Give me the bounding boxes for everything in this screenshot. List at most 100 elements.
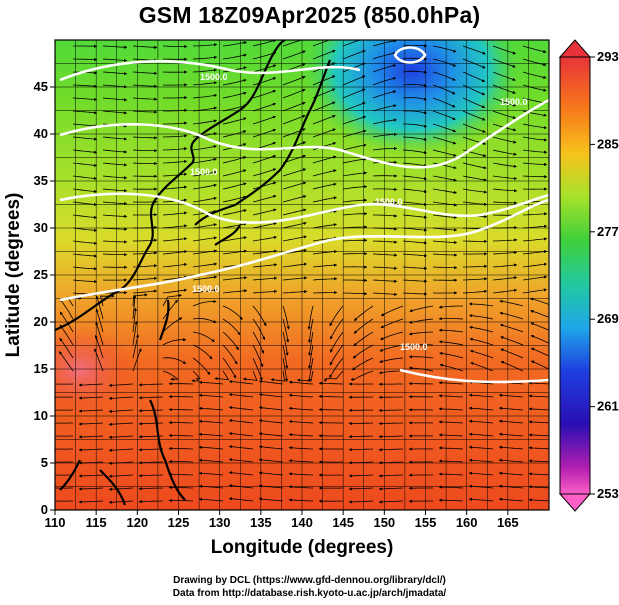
streamline — [108, 435, 134, 439]
colorbar-ticks: 293 285 277 269 261 253 — [590, 49, 619, 501]
streamline — [192, 275, 218, 281]
streamline — [59, 298, 74, 320]
streamline — [282, 235, 307, 242]
contour-label: 1500.0 — [500, 97, 528, 107]
streamline — [312, 263, 338, 268]
streamline — [522, 149, 548, 154]
streamline — [222, 318, 241, 336]
streamline — [198, 445, 224, 450]
streamline — [282, 75, 306, 86]
streamline — [108, 383, 134, 387]
contour-label: 1500.0 — [200, 72, 228, 82]
streamline — [222, 344, 238, 365]
streamline — [222, 209, 247, 216]
y-tick-label: 20 — [34, 314, 48, 329]
streamline — [348, 421, 374, 426]
streamline — [72, 240, 98, 245]
streamline — [378, 421, 404, 426]
lat-lon-grid — [55, 40, 549, 510]
streamline — [318, 381, 344, 385]
streamline — [162, 211, 188, 216]
streamline — [162, 262, 188, 268]
streamline — [94, 334, 104, 359]
streamline — [72, 162, 98, 167]
streamline — [432, 71, 456, 81]
streamline — [372, 292, 398, 296]
streamline — [258, 432, 284, 437]
colorbar-tick-label: 261 — [597, 399, 619, 414]
streamline — [530, 309, 549, 318]
streamline — [138, 474, 164, 478]
streamline — [162, 250, 188, 255]
streamline — [258, 379, 284, 385]
streamline — [282, 276, 308, 281]
streamline — [282, 357, 288, 383]
streamline — [329, 357, 344, 379]
streamline — [282, 318, 290, 343]
streamline — [402, 214, 428, 219]
streamline — [462, 201, 488, 206]
streamline — [402, 110, 428, 115]
streamline — [372, 266, 398, 270]
streamline — [528, 420, 549, 424]
streamline — [288, 380, 314, 385]
colorbar-tick-label: 285 — [597, 136, 619, 151]
streamline — [108, 500, 134, 504]
streamline — [78, 396, 104, 400]
streamline — [342, 157, 367, 164]
streamline — [342, 238, 368, 242]
streamline — [432, 123, 457, 133]
streamline — [72, 136, 98, 141]
figure-title: GSM 18Z09Apr2025 (850.0hPa) — [138, 2, 481, 28]
y-axis-ticks: 0 5 10 15 20 25 30 35 40 45 — [34, 79, 55, 517]
x-tick-label: 160 — [456, 515, 478, 530]
streamline — [95, 308, 104, 333]
streamline — [132, 307, 137, 333]
streamline — [270, 370, 286, 382]
streamline — [222, 91, 247, 99]
streamline — [492, 58, 516, 68]
streamline — [108, 422, 134, 426]
streamline — [252, 155, 277, 164]
streamline — [438, 328, 464, 333]
streamline — [342, 212, 368, 216]
streamline — [102, 149, 128, 154]
streamline — [192, 55, 218, 60]
x-tick-label: 130 — [209, 515, 231, 530]
streamline — [402, 83, 428, 88]
streamline — [228, 471, 254, 476]
streamline — [258, 393, 284, 398]
streamline — [168, 498, 194, 503]
streamline — [95, 295, 104, 320]
streamline — [162, 172, 188, 177]
streamline — [132, 136, 158, 140]
streamline — [342, 292, 368, 296]
streamline — [528, 446, 549, 450]
streamline — [252, 222, 277, 229]
streamline — [78, 435, 104, 439]
streamline — [402, 227, 428, 232]
streamline — [132, 71, 158, 75]
streamline — [348, 474, 374, 478]
streamline — [132, 276, 158, 281]
x-tick-label: 120 — [126, 515, 148, 530]
streamline — [192, 299, 217, 307]
streamline — [288, 433, 314, 437]
streamline — [198, 497, 224, 502]
streamline — [469, 349, 494, 359]
streamline — [72, 266, 98, 271]
streamline — [78, 474, 104, 478]
streamline — [372, 118, 397, 125]
streamline — [252, 235, 278, 242]
streamline — [288, 419, 314, 424]
streamline — [288, 406, 314, 411]
colorbar-bottom-arrow — [558, 493, 592, 512]
streamline — [402, 266, 428, 270]
y-tick-label: 25 — [34, 267, 48, 282]
streamline — [438, 420, 464, 424]
streamline — [402, 292, 428, 296]
streamline — [462, 188, 488, 194]
streamline — [102, 175, 128, 180]
streamline — [162, 44, 188, 49]
streamline — [402, 240, 428, 245]
